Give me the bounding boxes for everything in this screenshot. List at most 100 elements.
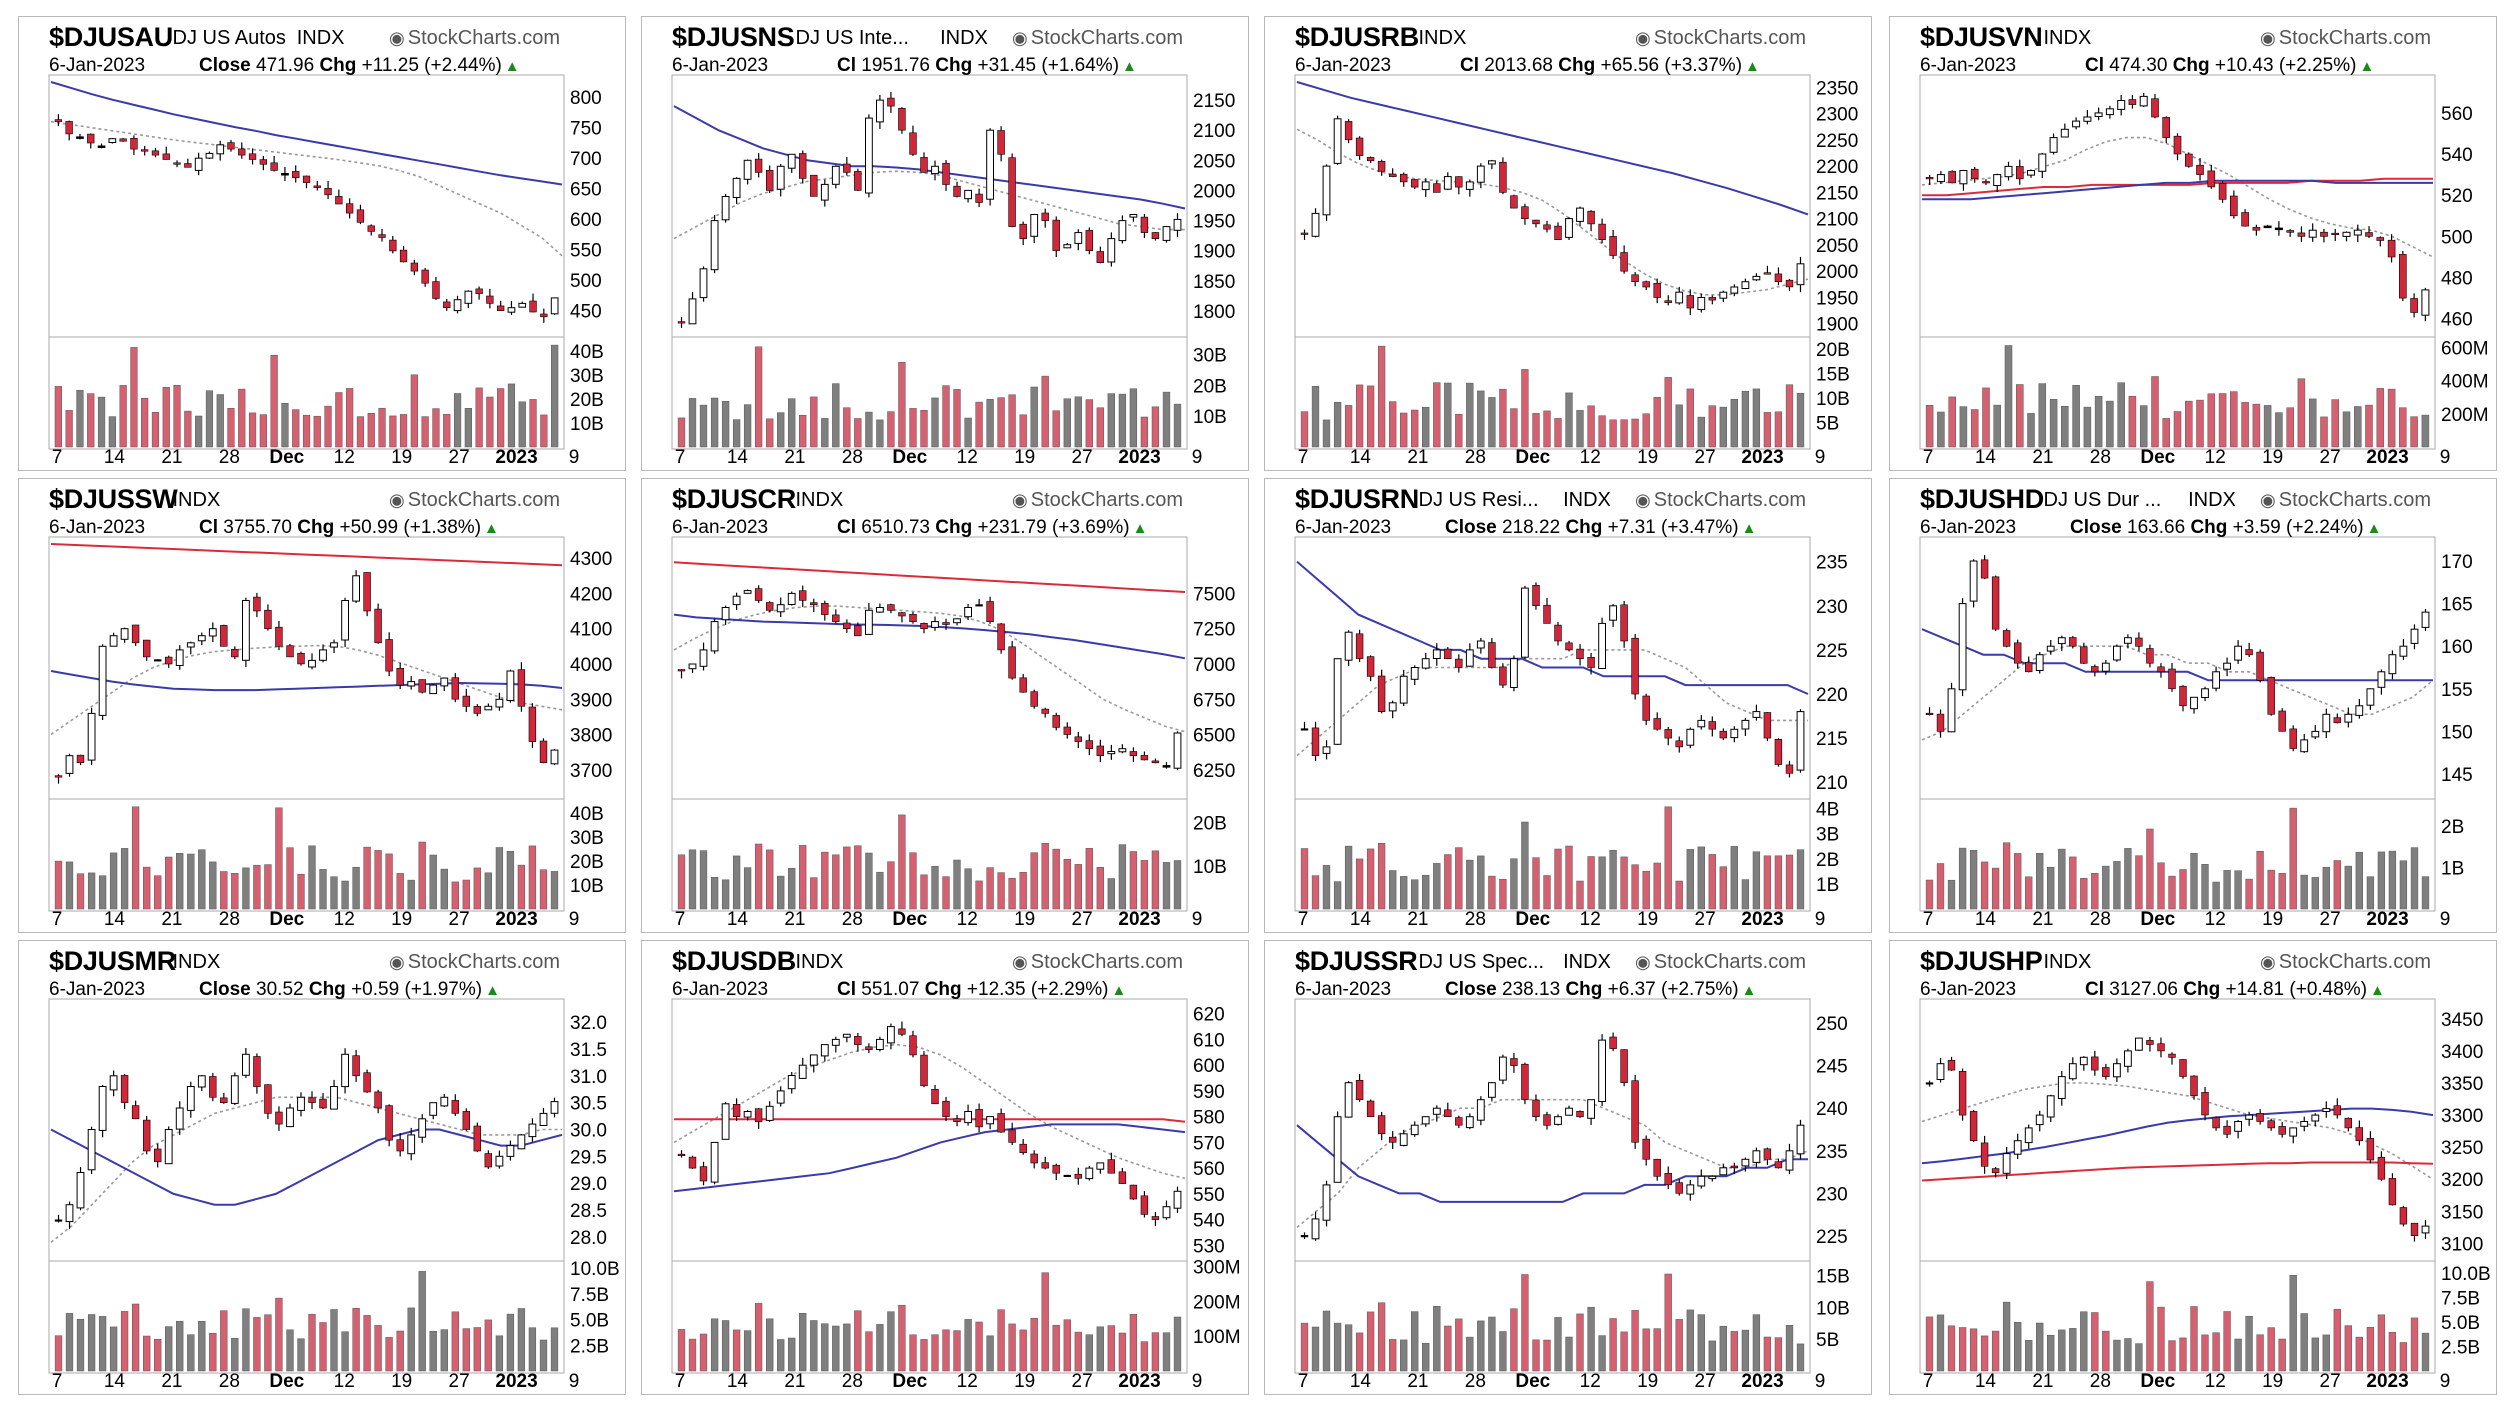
volume-bar bbox=[131, 1303, 140, 1372]
x-tick-label: 9 bbox=[1815, 1371, 1826, 1392]
x-tick-label: 14 bbox=[104, 909, 126, 930]
candle bbox=[1096, 1162, 1105, 1170]
candle bbox=[2234, 1121, 2243, 1132]
volume-bar bbox=[2218, 393, 2227, 448]
price-tick-label: 2000 bbox=[1816, 262, 1858, 283]
volume-bar bbox=[1653, 862, 1661, 910]
chart-panel-djusrn[interactable]: 235 230 225 220 215 210 4B 3B 2B 1B 7 14 21 28 Dec 12 19… bbox=[1264, 478, 1872, 933]
volume-bar bbox=[2410, 1317, 2419, 1372]
volume-bar bbox=[1620, 1331, 1628, 1372]
candle bbox=[1609, 605, 1618, 621]
volume-bar bbox=[1991, 867, 2000, 910]
candle bbox=[407, 1134, 416, 1155]
candle bbox=[1162, 1206, 1171, 1219]
candle bbox=[1008, 646, 1016, 679]
volume-bar bbox=[2157, 1306, 2165, 1372]
up-arrow-icon: ▲ bbox=[1111, 982, 1127, 999]
source-credit: ◉ StockCharts.com bbox=[389, 489, 560, 512]
chart-panel-djushp[interactable]: 3450 3400 3350 3300 3250 3200 3150 3100 10.0B 7.5… bbox=[1889, 940, 2497, 1395]
x-tick-label: 14 bbox=[1350, 1371, 1372, 1392]
chart-panel-djusdb[interactable]: 620 610 600 590 580 570 560 550 540 530 300M 200M 10… bbox=[641, 940, 1249, 1395]
volume-tick-label: 10.0B bbox=[570, 1259, 620, 1280]
volume-bar bbox=[2201, 864, 2209, 910]
volume-bar bbox=[1433, 382, 1441, 448]
candle bbox=[2002, 1153, 2011, 1174]
volume-bar bbox=[220, 871, 228, 910]
chart-index-name: DJ US Inte... bbox=[795, 27, 909, 49]
candle bbox=[2190, 1075, 2198, 1097]
candle bbox=[1399, 675, 1408, 704]
candle bbox=[1587, 1099, 1596, 1119]
candle bbox=[2410, 1222, 2419, 1237]
candle bbox=[175, 649, 184, 666]
chart-panel-djussw[interactable]: 4300 4200 4100 4000 3900 3800 3700 40B 30B 20B 10B… bbox=[18, 478, 626, 933]
chart-panel-djusau[interactable]: 800 750 700 650 600 550 500 450 40B 30B 20B 10B 7 14 2… bbox=[18, 16, 626, 471]
source-credit: ◉ StockCharts.com bbox=[2260, 489, 2431, 512]
x-tick-label: 9 bbox=[2440, 1371, 2451, 1392]
candle bbox=[65, 755, 74, 774]
volume-bar bbox=[475, 387, 483, 448]
candle bbox=[356, 209, 365, 223]
candle bbox=[1465, 181, 1474, 190]
candle bbox=[2157, 1043, 2165, 1052]
change-label: Chg bbox=[924, 979, 962, 1000]
chart-panel-djusrb[interactable]: 2350 2300 2250 2200 2150 2100 2050 2000 1950 1900… bbox=[1264, 16, 1872, 471]
volume-bar bbox=[120, 848, 129, 910]
volume-bar bbox=[2069, 1328, 2077, 1372]
volume-tick-label: 2.5B bbox=[2441, 1337, 2480, 1358]
chart-panel-djusns[interactable]: 2150 2100 2050 2000 1950 1900 1850 1800 30B 20B 10… bbox=[641, 16, 1249, 471]
volume-bar bbox=[964, 868, 972, 910]
candle bbox=[2245, 1114, 2254, 1120]
candle bbox=[986, 129, 995, 200]
candle bbox=[2311, 730, 2320, 738]
candle bbox=[2355, 1127, 2363, 1142]
volume-bar bbox=[1763, 855, 1772, 910]
candle bbox=[821, 603, 829, 615]
volume-bar bbox=[2036, 1322, 2044, 1372]
volume-bar bbox=[2094, 396, 2103, 448]
volume-bar bbox=[97, 396, 106, 448]
change-label: Chg bbox=[1558, 55, 1596, 76]
x-tick-label: 19 bbox=[1014, 1371, 1035, 1392]
price-plot-frame bbox=[671, 998, 1188, 1262]
candle bbox=[2308, 229, 2317, 238]
x-tick-label: 28 bbox=[2090, 909, 2111, 930]
x-tick-label: 28 bbox=[1465, 447, 1486, 468]
volume-bar bbox=[1377, 345, 1386, 448]
volume-bar bbox=[754, 843, 763, 910]
change-value: +50.99 bbox=[339, 517, 399, 538]
volume-bar bbox=[396, 1330, 404, 1372]
chart-panel-djussr[interactable]: 250 245 240 235 230 225 15B 10B 5B 7 14 21 28 Dec 12 19… bbox=[1264, 940, 1872, 1395]
candle bbox=[1708, 297, 1716, 301]
chart-symbol: $DJUSMR bbox=[49, 946, 176, 976]
volume-bar bbox=[854, 845, 862, 910]
candle bbox=[1642, 695, 1650, 721]
candle bbox=[1609, 236, 1617, 256]
candle bbox=[831, 1038, 840, 1046]
x-tick-label: 12 bbox=[334, 447, 355, 468]
volume-tick-label: 10B bbox=[1816, 1298, 1850, 1319]
close-label: Cl bbox=[2085, 55, 2104, 76]
volume-bar bbox=[2399, 860, 2408, 910]
volume-bar bbox=[1554, 418, 1562, 448]
volume-bar bbox=[2080, 878, 2088, 910]
volume-bar bbox=[1969, 1328, 1978, 1372]
source-credit: ◉ StockCharts.com bbox=[1012, 27, 1183, 50]
volume-bar bbox=[1642, 413, 1650, 448]
chart-panel-djusvn[interactable]: 560 540 520 500 480 460 600M 400M 200M 7 14 21 28 Dec… bbox=[1889, 16, 2497, 471]
volume-bar bbox=[964, 1319, 972, 1372]
candle bbox=[887, 604, 895, 611]
chart-panel-djushd[interactable]: 170 165 160 155 150 145 2B 1B 7 14 21 28 Dec 12 19 27 20… bbox=[1889, 478, 2497, 933]
source-label: StockCharts.com bbox=[1030, 951, 1183, 973]
volume-bar bbox=[2320, 416, 2328, 448]
chart-index-type: INDX bbox=[296, 27, 345, 49]
chart-panel-djusmr[interactable]: 32.0 31.5 31.0 30.5 30.0 29.5 29.0 28.5 28.0 10.0… bbox=[18, 940, 626, 1395]
candle bbox=[2124, 1050, 2132, 1067]
volume-bar bbox=[1587, 1306, 1595, 1372]
candle bbox=[2388, 654, 2397, 675]
candle bbox=[688, 298, 697, 325]
chart-panel-djuscr[interactable]: 7500 7250 7000 6750 6500 6250 20B 10B 7 14 21 28 Dec… bbox=[641, 478, 1249, 933]
volume-bar bbox=[1162, 862, 1171, 910]
x-tick-label: 12 bbox=[334, 909, 355, 930]
volume-tick-label: 10B bbox=[1816, 389, 1850, 410]
